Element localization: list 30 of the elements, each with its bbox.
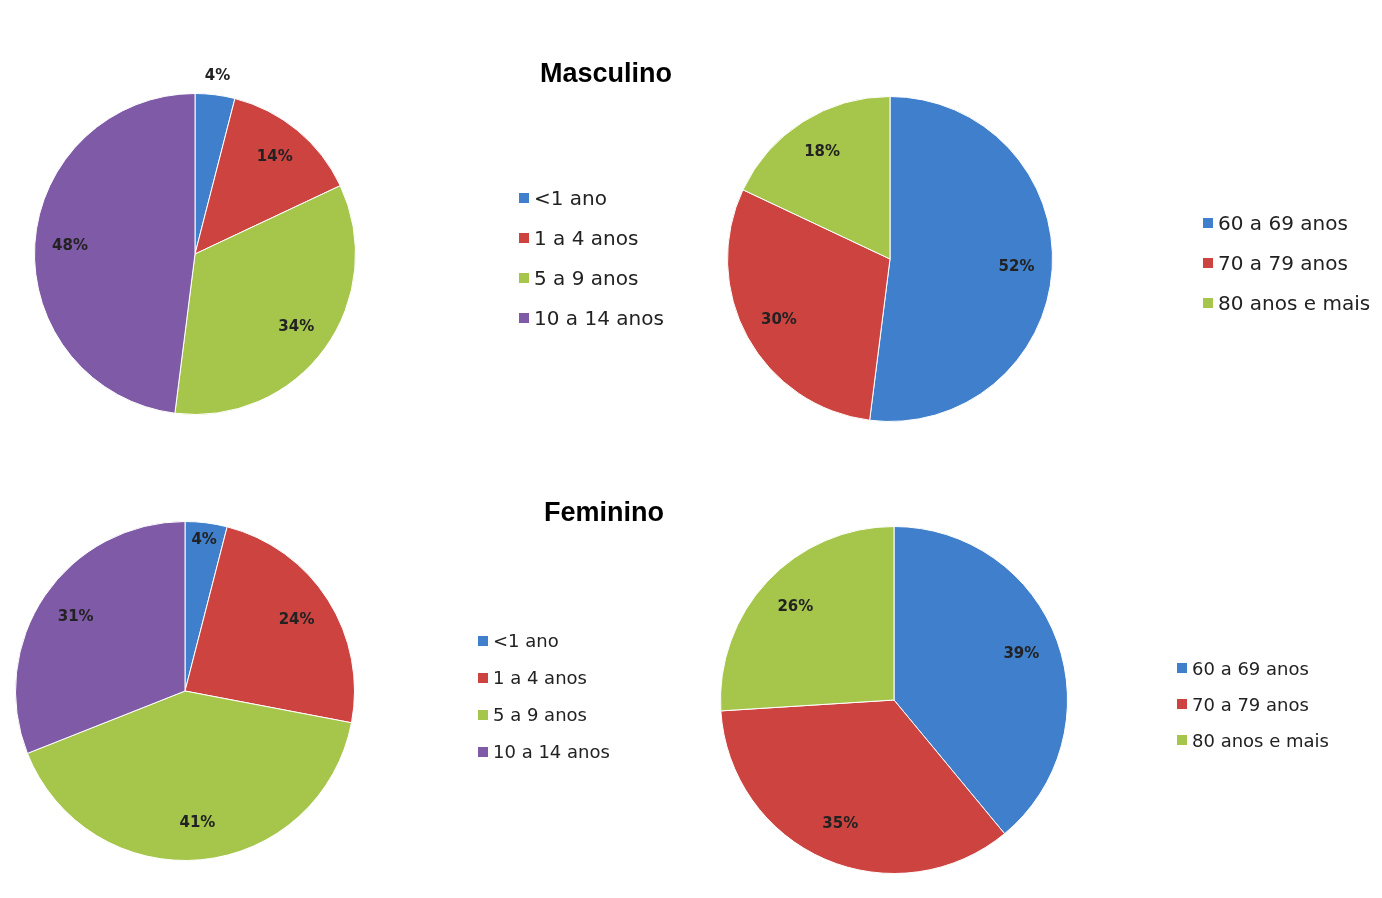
data-label: 24% [278,610,315,629]
data-label: 52% [998,256,1035,275]
legend-label: <1 ano [493,630,559,651]
data-label: 4% [204,65,231,84]
legend-label: <1 ano [534,186,608,210]
chart-title: Feminino [544,497,664,528]
legend-label: 60 a 69 anos [1218,211,1348,235]
legend-label: 5 a 9 anos [493,704,587,725]
legend-label: 10 a 14 anos [493,741,610,762]
legend-label: 60 a 69 anos [1192,657,1309,679]
data-label: 34% [278,317,315,336]
data-label: 30% [760,309,797,328]
legend-label: 5 a 9 anos [534,266,639,290]
chart-title: Masculino [539,58,673,89]
legend-label: 80 anos e mais [1192,729,1329,751]
data-label: 39% [1003,644,1040,663]
data-label: 48% [52,236,89,255]
data-label: 41% [179,812,216,831]
data-label: 4% [191,529,217,548]
legend-label: 70 a 79 anos [1192,693,1309,715]
data-label: 18% [804,141,841,160]
legend-label: 1 a 4 anos [493,667,587,688]
data-label: 31% [57,606,94,625]
legend-label: 1 a 4 anos [534,226,639,250]
legend-label: 70 a 79 anos [1218,251,1348,275]
data-label: 26% [777,597,814,616]
data-label: 35% [822,814,859,833]
legend-label: 80 anos e mais [1218,291,1371,315]
data-label: 14% [256,147,293,166]
legend-label: 10 a 14 anos [534,306,664,330]
